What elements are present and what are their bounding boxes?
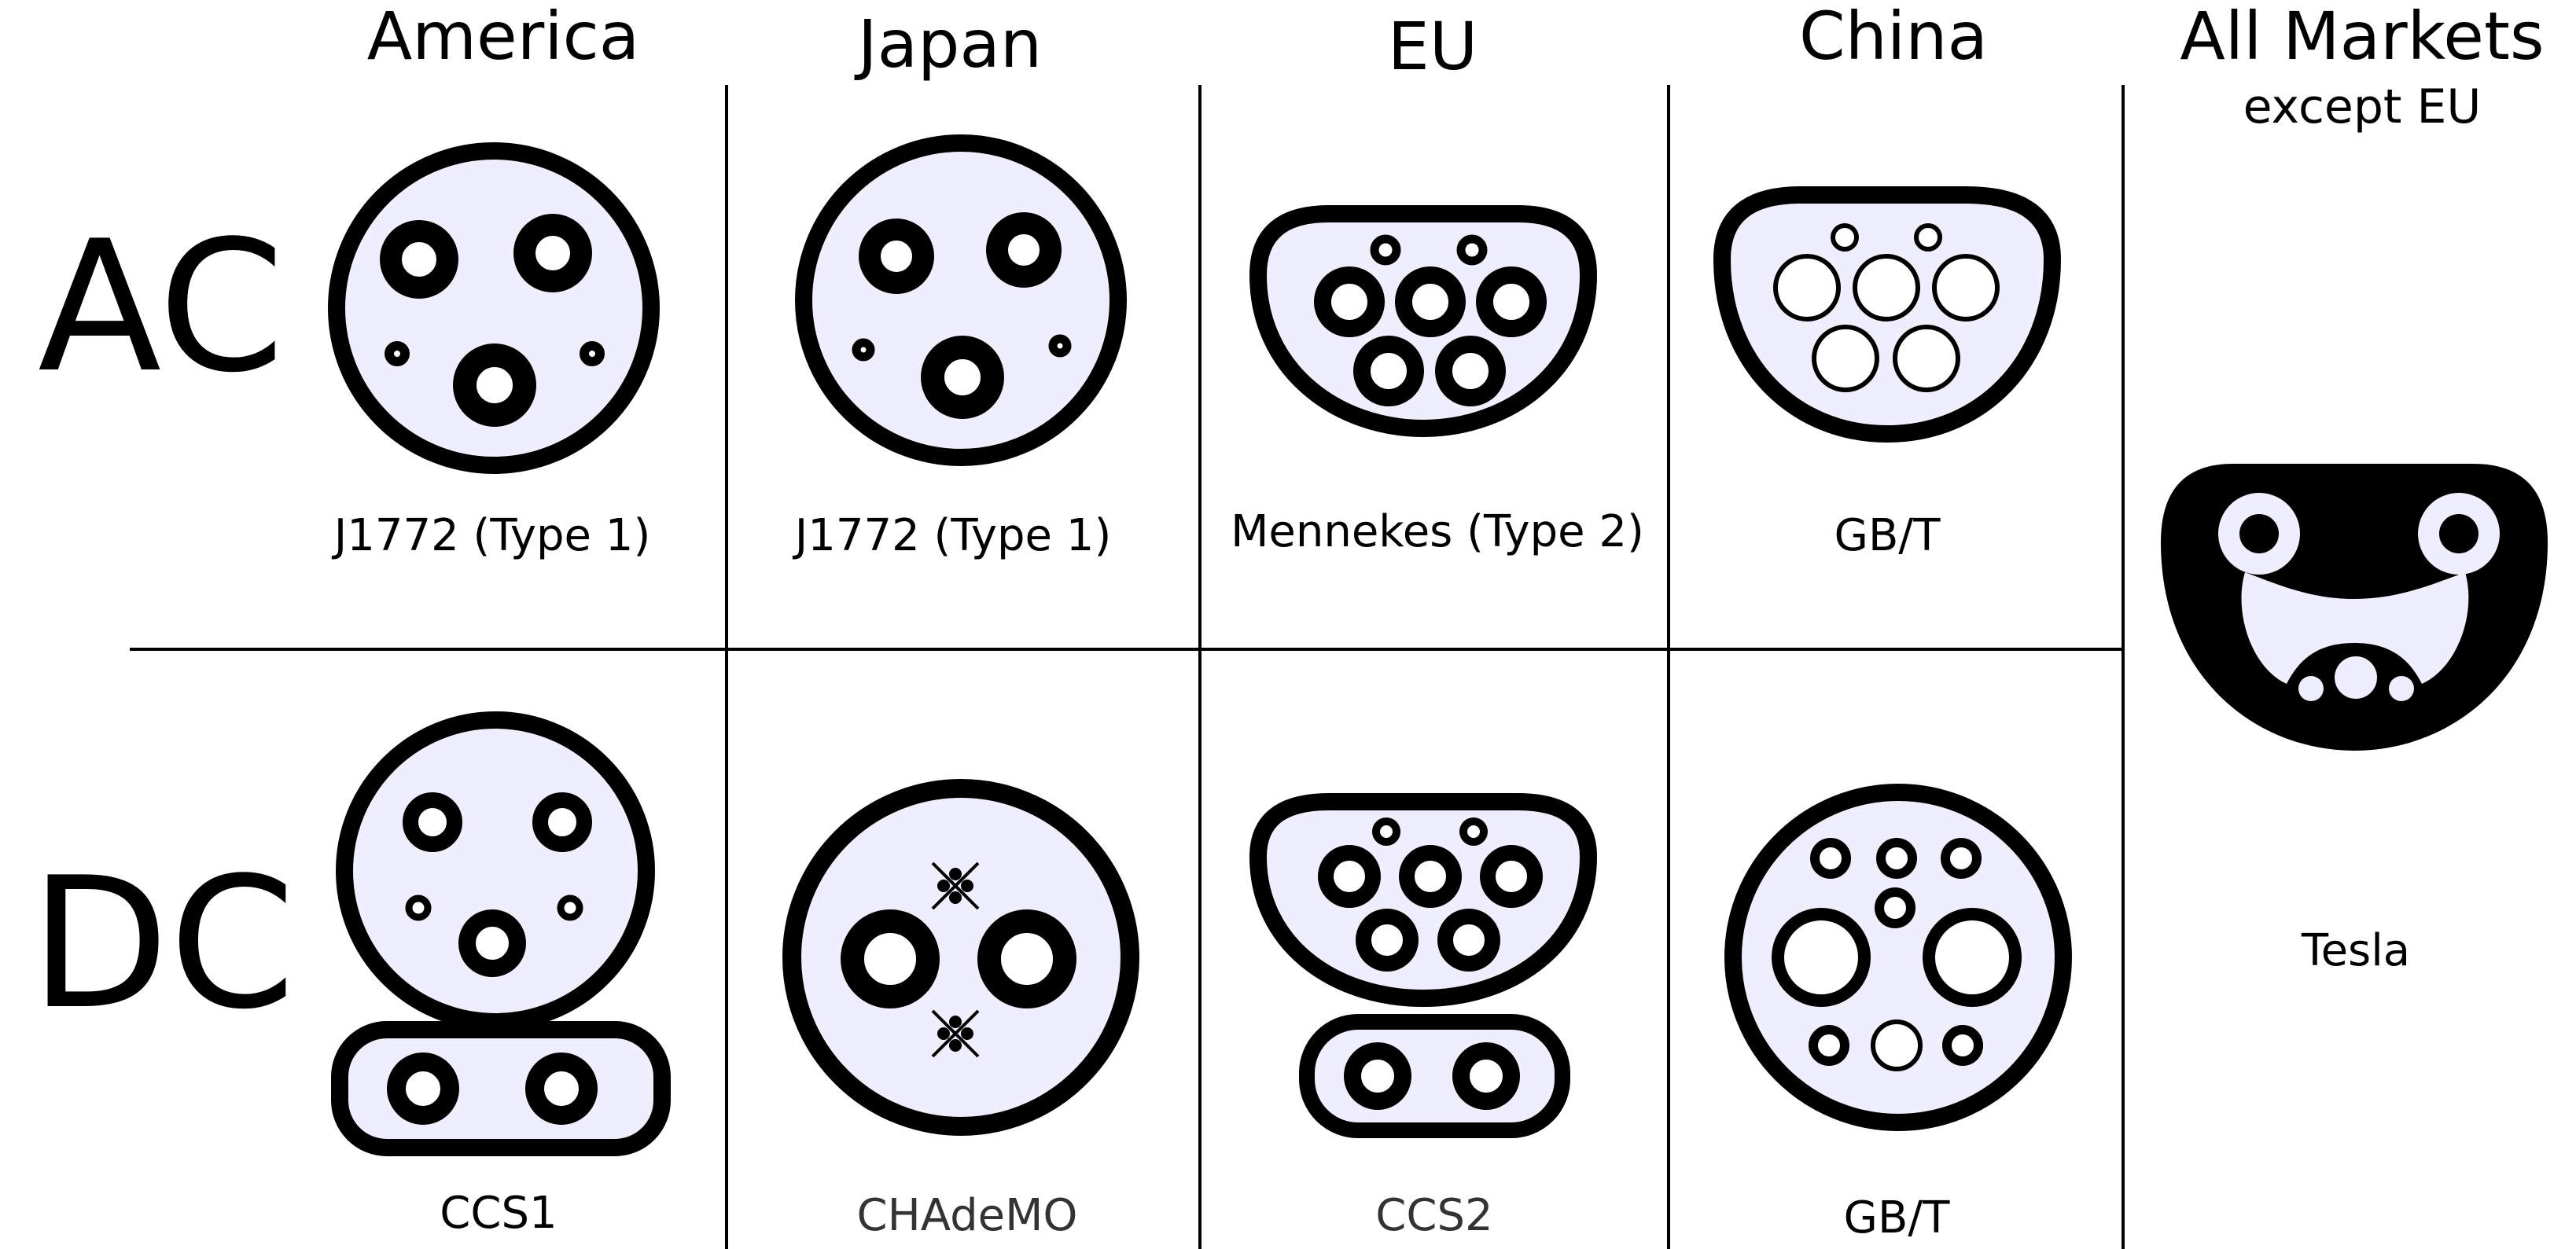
column-title-eu: EU: [1388, 8, 1478, 85]
connector-gbt-ac: [1713, 186, 2062, 443]
column-title-japan: Japan: [854, 6, 1042, 83]
column-title-america: America: [367, 0, 640, 75]
chademo-comm-pin-bottom: [931, 1009, 980, 1058]
column-title-china: China: [1799, 0, 1988, 75]
row-label-ac: AC: [38, 203, 285, 413]
grid-lines: [130, 85, 2125, 1249]
caption-china-ac: GB/T: [1834, 510, 1941, 561]
caption-america-dc: CCS1: [440, 1188, 557, 1239]
connector-ccs1: [331, 711, 671, 1156]
caption-all-markets: Tesla: [2301, 925, 2410, 976]
caption-america-ac: J1772 (Type 1): [332, 510, 651, 561]
connector-tesla: [2161, 464, 2548, 751]
caption-japan-ac: J1772 (Type 1): [793, 510, 1112, 561]
connector-ccs2: [1249, 793, 1598, 1138]
connector-mennekes-type2: [1249, 205, 1598, 438]
connector-j1772-america: [328, 142, 660, 474]
caption-china-dc: GB/T: [1844, 1192, 1951, 1243]
column-title-all-markets: All Markets: [2180, 0, 2544, 75]
connector-j1772-japan: [795, 134, 1127, 466]
connector-gbt-dc: [1724, 784, 2072, 1131]
caption-japan-dc: CHAdeMO: [857, 1190, 1078, 1241]
chademo-comm-pin-top: [931, 861, 980, 910]
caption-eu-ac: Mennekes (Type 2): [1231, 506, 1644, 557]
connector-chademo: [782, 779, 1139, 1136]
column-subtitle-all-markets: except EU: [2243, 79, 2482, 134]
caption-eu-dc: CCS2: [1375, 1190, 1492, 1241]
row-label-dc: DC: [30, 839, 296, 1049]
